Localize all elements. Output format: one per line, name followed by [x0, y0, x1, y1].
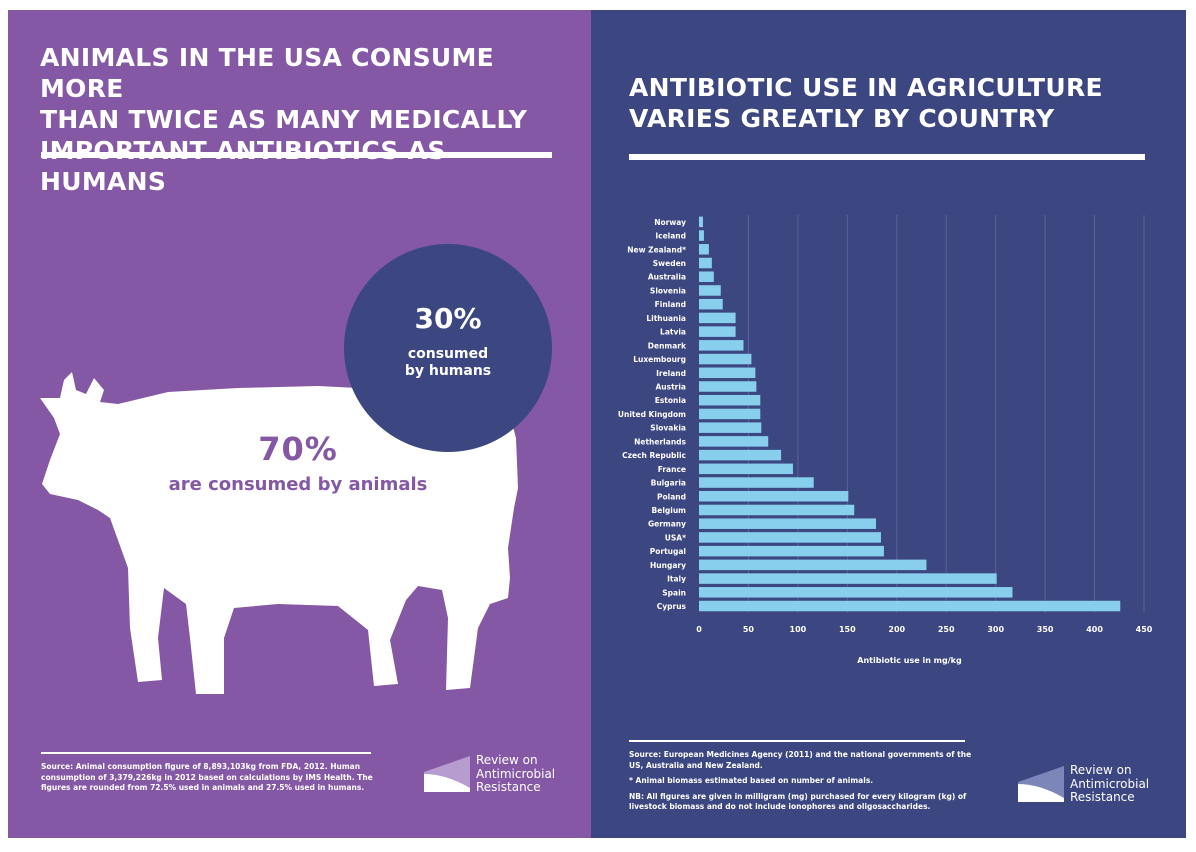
right-footer-rule	[629, 740, 965, 742]
bar	[699, 271, 714, 282]
bar	[699, 353, 752, 365]
x-tick-label: 100	[790, 625, 807, 634]
x-tick-label: 300	[987, 625, 1004, 634]
review-logo-icon	[424, 756, 470, 792]
x-tick-label: 350	[1037, 625, 1054, 634]
category-label: Germany	[648, 520, 686, 529]
bar	[699, 477, 814, 488]
bar	[699, 285, 721, 296]
x-axis-label: Antibiotic use in mg/kg	[857, 656, 962, 665]
right-source-notes: Source: European Medicines Agency (2011)…	[629, 750, 979, 818]
x-tick-label: 400	[1086, 625, 1103, 634]
left-title: ANIMALS IN THE USA CONSUME MORE THAN TWI…	[40, 43, 528, 196]
category-label: France	[658, 465, 686, 474]
category-label: Austria	[655, 383, 686, 392]
category-label: Denmark	[648, 341, 687, 350]
animal-label: are consumed by animals	[168, 474, 428, 495]
left-footer-rule	[41, 752, 371, 754]
right-nb-note: NB: All figures are given in milligram (…	[629, 791, 967, 812]
x-tick-label: 50	[743, 625, 755, 634]
category-label: Slovakia	[650, 424, 686, 433]
bar	[699, 463, 793, 475]
bar	[699, 367, 756, 379]
human-share-circle: 30% consumed by humans	[344, 244, 552, 452]
bar	[699, 518, 877, 529]
cow-silhouette-icon	[40, 372, 518, 694]
bar	[699, 326, 736, 337]
bar	[699, 381, 757, 392]
bar	[699, 298, 723, 310]
category-label: USA*	[665, 533, 686, 542]
category-label: Portugal	[650, 547, 686, 556]
bar	[699, 436, 769, 447]
category-label: Poland	[657, 492, 686, 501]
category-label: Netherlands	[634, 437, 686, 446]
bar	[699, 408, 761, 420]
bar	[699, 504, 855, 516]
right-logo: Review on Antimicrobial Resistance	[1018, 762, 1149, 806]
left-logo-text: Review on Antimicrobial Resistance	[476, 753, 556, 794]
x-tick-label: 250	[938, 625, 955, 634]
bar	[699, 600, 1121, 612]
category-label: Lithuania	[646, 314, 686, 323]
bar	[699, 573, 997, 584]
antibiotic-bar-chart: 0 50 100 150 200 250 300 350 400 450 Norway Iceland…	[618, 215, 1153, 665]
category-label: Spain	[662, 588, 686, 597]
bar	[699, 230, 704, 241]
right-animal-note: * Animal biomass estimated based on numb…	[629, 776, 874, 785]
left-title-rule	[41, 152, 552, 158]
review-logo-icon	[1018, 766, 1064, 802]
category-label: Bulgaria	[651, 479, 686, 488]
bar	[699, 257, 712, 269]
bar	[699, 491, 849, 502]
category-label: Slovenia	[650, 286, 686, 295]
x-tick-label: 0	[696, 625, 702, 634]
animal-percent: 70%	[258, 430, 338, 468]
right-title: ANTIBIOTIC USE IN AGRICULTURE VARIES GRE…	[629, 73, 1103, 133]
category-label: Czech Republic	[622, 451, 686, 460]
left-source-note: Source: Animal consumption figure of 8,8…	[41, 762, 373, 792]
category-label: Cyprus	[657, 602, 687, 611]
right-source-note: Source: European Medicines Agency (2011)…	[629, 750, 972, 770]
bar	[699, 340, 744, 351]
right-panel: ANTIBIOTIC USE IN AGRICULTURE VARIES GRE…	[591, 10, 1186, 838]
category-label: Australia	[648, 273, 686, 282]
category-label: Belgium	[652, 506, 687, 515]
bar	[699, 587, 1013, 598]
category-label: United Kingdom	[618, 410, 686, 419]
category-label: Hungary	[650, 561, 686, 570]
human-label: consumed by humans	[404, 346, 492, 379]
bar	[699, 394, 761, 406]
right-logo-text: Review on Antimicrobial Resistance	[1070, 763, 1150, 804]
bar	[699, 532, 881, 543]
left-panel: ANIMALS IN THE USA CONSUME MORE THAN TWI…	[8, 10, 591, 838]
bar	[699, 216, 703, 228]
x-tick-label: 150	[839, 625, 856, 634]
bar	[699, 559, 927, 571]
category-label: Sweden	[653, 259, 686, 268]
category-label: Finland	[655, 300, 686, 309]
category-label: Iceland	[655, 232, 686, 241]
human-percent: 30%	[414, 302, 482, 335]
left-logo: Review on Antimicrobial Resistance	[424, 752, 555, 796]
bar	[699, 449, 782, 461]
x-tick-label: 450	[1136, 625, 1153, 634]
bar	[699, 244, 709, 255]
right-title-rule	[629, 154, 1145, 160]
category-label: New Zealand*	[627, 245, 686, 254]
x-tick-label: 200	[888, 625, 905, 634]
category-label: Norway	[654, 218, 686, 227]
category-label: Estonia	[655, 396, 686, 405]
bar	[699, 312, 736, 324]
category-label: Luxembourg	[633, 355, 686, 364]
category-label: Latvia	[660, 328, 686, 337]
bar	[699, 545, 884, 557]
category-label: Ireland	[656, 369, 686, 378]
category-label: Italy	[667, 575, 686, 584]
bar	[699, 422, 762, 433]
